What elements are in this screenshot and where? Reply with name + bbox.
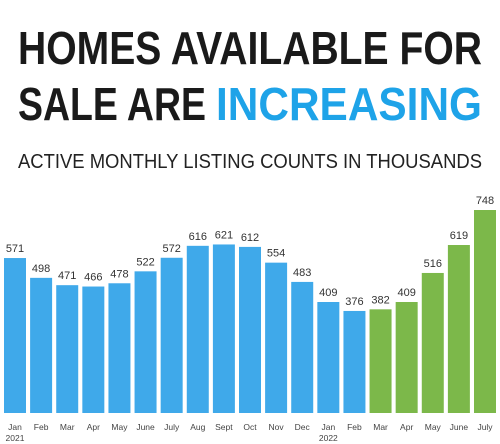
- bar: [474, 210, 496, 413]
- x-tick-label: Nov: [269, 422, 285, 432]
- bar: [4, 258, 26, 413]
- x-tick-label: Feb: [347, 422, 362, 432]
- chart-title: HOMES AVAILABLE FOR: [18, 22, 482, 74]
- x-tick-label: Mar: [60, 422, 75, 432]
- bar: [421, 272, 444, 413]
- x-tick-label: Oct: [243, 422, 257, 432]
- bar: [212, 244, 235, 413]
- value-label: 466: [84, 272, 102, 284]
- value-label: 522: [136, 256, 154, 268]
- x-tick-label: June: [450, 422, 469, 432]
- x-tick-label: Apr: [400, 422, 413, 432]
- bar: [108, 283, 131, 413]
- x-tick-label: Mar: [373, 422, 388, 432]
- bar: [291, 281, 314, 413]
- x-tick-label: Jan: [8, 422, 22, 432]
- chart-title: SALE ARE: [18, 78, 206, 130]
- value-label: 554: [267, 248, 285, 260]
- value-label: 516: [424, 258, 442, 270]
- chart-title-highlight: INCREASING: [216, 78, 482, 130]
- value-label: 748: [476, 195, 494, 207]
- x-tick-label: July: [164, 422, 180, 432]
- value-label: 376: [345, 296, 363, 308]
- x-tick-label: May: [425, 422, 442, 432]
- value-label: 382: [371, 294, 389, 306]
- bar: [317, 302, 340, 413]
- bar: [160, 257, 183, 413]
- x-tick-label: June: [136, 422, 155, 432]
- bar: [82, 286, 105, 413]
- value-label: 619: [450, 230, 468, 242]
- x-tick-label: Aug: [190, 422, 205, 432]
- value-label: 498: [32, 263, 50, 275]
- x-tick-label: May: [111, 422, 128, 432]
- bar: [343, 310, 366, 413]
- bar: [369, 309, 392, 413]
- x-tick-label: July: [477, 422, 493, 432]
- value-label: 471: [58, 270, 76, 282]
- value-label: 409: [319, 287, 337, 299]
- x-year-label: 2021: [6, 433, 25, 443]
- value-label: 478: [110, 268, 128, 280]
- value-label: 483: [293, 267, 311, 279]
- chart-subtitle: ACTIVE MONTHLY LISTING COUNTS IN THOUSAN…: [18, 151, 482, 173]
- x-tick-label: Feb: [34, 422, 49, 432]
- x-tick-label: Apr: [87, 422, 100, 432]
- x-year-label: 2022: [319, 433, 338, 443]
- value-label: 572: [162, 243, 180, 255]
- bar: [239, 246, 261, 413]
- x-tick-label: Jan: [321, 422, 335, 432]
- bar: [395, 302, 418, 413]
- value-label: 621: [215, 229, 233, 241]
- bar: [30, 277, 53, 413]
- bar: [265, 262, 288, 413]
- bar: [186, 245, 209, 413]
- value-label: 612: [241, 232, 259, 244]
- x-tick-label: Dec: [295, 422, 311, 432]
- value-label: 571: [6, 243, 24, 255]
- value-label: 409: [397, 287, 415, 299]
- bar: [56, 285, 79, 413]
- value-label: 616: [189, 231, 207, 243]
- bar: [447, 245, 470, 413]
- bar: [134, 271, 157, 413]
- x-tick-label: Sept: [215, 422, 233, 432]
